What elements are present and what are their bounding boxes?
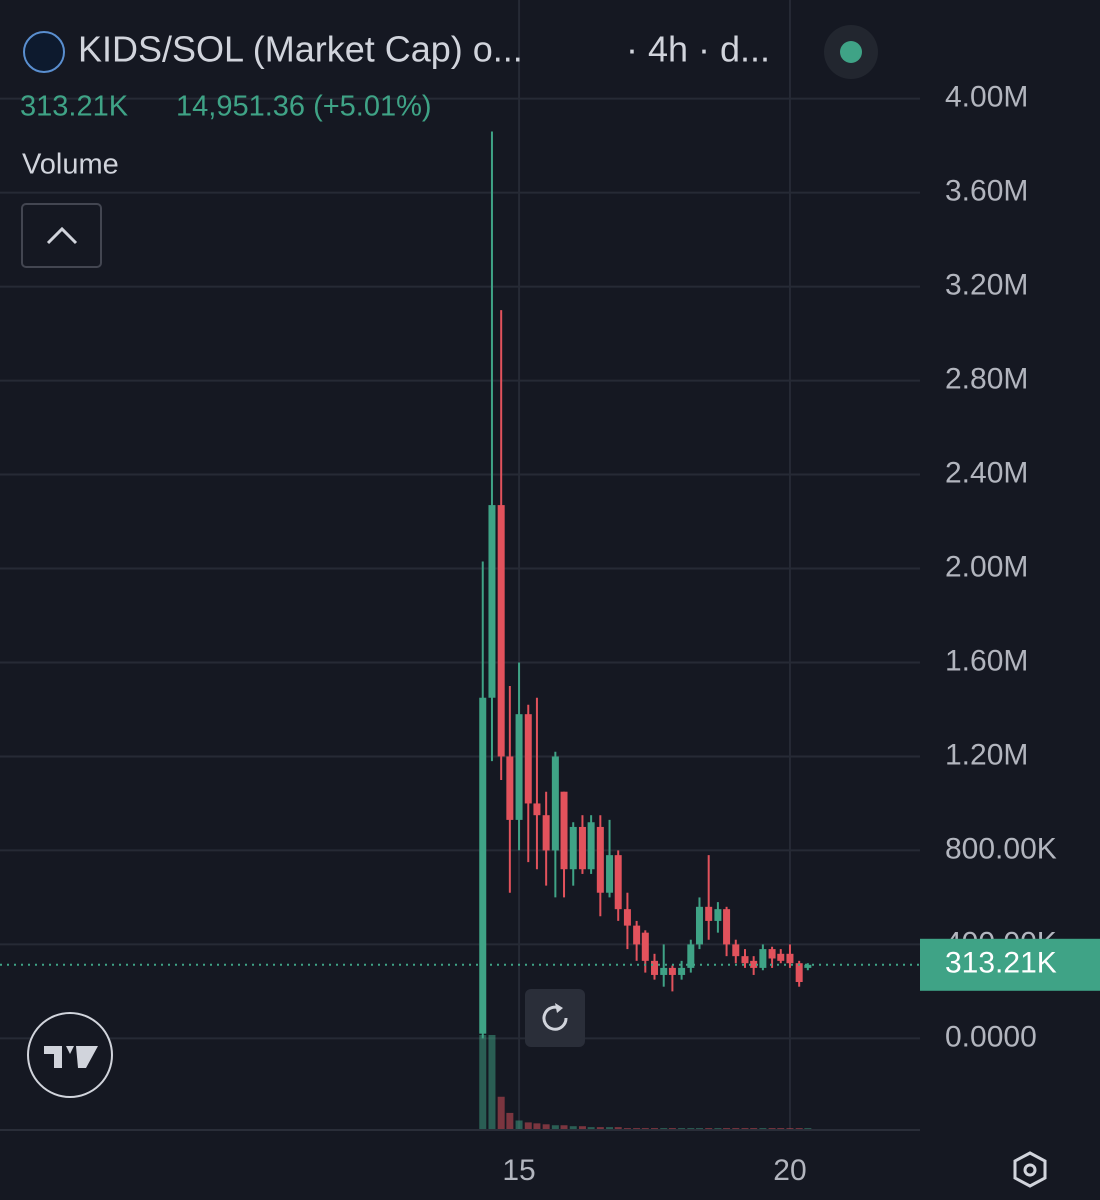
chevron-icon <box>46 226 78 245</box>
candle-body <box>795 963 803 982</box>
collapse-button[interactable] <box>21 203 102 268</box>
interval: · 4h · d... <box>626 29 770 70</box>
candle-body <box>714 909 722 921</box>
token-icon <box>23 31 65 73</box>
reset-arrow <box>555 1003 563 1013</box>
y-tick-label: 3.60M <box>945 175 1028 208</box>
y-tick-label: 800.00K <box>945 832 1057 865</box>
y-tick-label: 1.20M <box>945 738 1028 771</box>
volume-bar <box>497 1096 505 1130</box>
candle-body <box>786 953 794 964</box>
volume-bar <box>578 1126 586 1130</box>
candle-body <box>777 953 785 961</box>
y-tick-label: 0.0000 <box>945 1020 1037 1053</box>
volume-bar <box>524 1122 532 1130</box>
candle-body <box>633 925 641 945</box>
reset-button[interactable] <box>525 989 585 1047</box>
y-tick-label: 3.20M <box>945 269 1028 302</box>
candle-body <box>578 826 586 870</box>
candle-body <box>660 967 668 975</box>
candle-body <box>705 906 713 921</box>
volume-bar <box>606 1127 614 1130</box>
tv-logo[interactable] <box>27 1012 113 1098</box>
y-tick-label: 2.40M <box>945 456 1028 489</box>
volume-bar <box>569 1126 577 1130</box>
price-label-box <box>920 938 1100 991</box>
volume-bar <box>560 1125 568 1130</box>
reset-icon <box>542 1005 568 1031</box>
candle-body <box>606 855 614 893</box>
candle-body <box>732 944 740 957</box>
candle-body <box>750 960 758 968</box>
volume-label: Volume <box>22 149 119 181</box>
volume-bar <box>479 1035 487 1130</box>
candle-body <box>497 505 505 757</box>
candle-body <box>524 714 532 804</box>
volume-bar <box>587 1127 595 1130</box>
candle-body <box>687 944 695 968</box>
volume-bar <box>533 1123 541 1130</box>
candle-body <box>560 791 568 870</box>
candle-body <box>614 855 622 910</box>
candle-body <box>759 949 767 968</box>
volume-bar <box>596 1127 604 1130</box>
grid <box>0 0 920 1130</box>
settings-icon-center <box>1023 1163 1037 1177</box>
volume-bar <box>614 1127 622 1130</box>
candle-body <box>587 822 595 870</box>
candle-body <box>506 756 514 820</box>
candle-body <box>542 815 550 851</box>
candle-body <box>651 960 659 975</box>
settings-icon[interactable] <box>1013 1151 1047 1188</box>
volume-bar <box>542 1124 550 1130</box>
candle-body <box>515 714 523 820</box>
candle-body <box>479 697 487 1034</box>
candle-body <box>668 967 676 975</box>
candle-body <box>641 932 649 961</box>
candle-body <box>678 967 686 975</box>
x-tick-label: 20 <box>773 1154 806 1187</box>
candle-body <box>488 505 496 698</box>
candle-body <box>723 909 731 945</box>
volume-bar <box>506 1112 514 1130</box>
change: 14,951.36 (+5.01%) <box>176 91 432 123</box>
candle-body <box>569 826 577 870</box>
tv-logo-mark <box>44 1046 98 1068</box>
candle-body <box>533 803 541 816</box>
volume-bar <box>551 1125 559 1130</box>
candle-body <box>695 906 703 945</box>
last-price-header: 313.21K <box>20 91 129 123</box>
status-dot <box>840 41 862 63</box>
candle-body <box>768 949 776 959</box>
volume-bar <box>488 1035 496 1130</box>
chart-title: KIDS/SOL (Market Cap) o... <box>78 29 523 70</box>
candle-body <box>551 756 559 851</box>
volume-bar <box>515 1120 523 1130</box>
candle-body <box>623 909 631 926</box>
y-tick-label: 4.00M <box>945 81 1028 114</box>
y-tick-label: 2.00M <box>945 550 1028 583</box>
y-tick-label: 2.80M <box>945 363 1028 396</box>
axis: 0.0000400.00K800.00K1.20M1.60M2.00M2.40M… <box>502 81 1100 1187</box>
price-label: 313.21K <box>945 947 1057 980</box>
candle-body <box>741 956 749 964</box>
candle-body <box>596 826 604 893</box>
y-tick-label: 1.60M <box>945 644 1028 677</box>
x-tick-label: 15 <box>502 1154 535 1187</box>
plot <box>0 131 920 1130</box>
candle-body <box>804 964 812 968</box>
